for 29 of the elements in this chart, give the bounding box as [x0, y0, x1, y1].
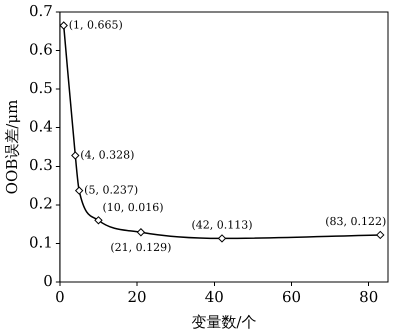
y-axis-title: OOB误差/μm [2, 100, 21, 194]
annotation: (5, 0.237) [84, 183, 138, 196]
x-tick-label: 40 [204, 288, 224, 306]
y-tick-label: 0.7 [28, 2, 53, 20]
annotation: (10, 0.016) [102, 201, 164, 214]
point [60, 22, 68, 30]
y-tick-label: 0 [43, 272, 53, 290]
point [94, 216, 102, 224]
point [136, 228, 145, 236]
y-tick-label: 0.1 [28, 233, 53, 252]
point [75, 186, 84, 195]
annotation: (1, 0.665) [68, 18, 123, 32]
annotation: (4, 0.328) [80, 148, 134, 162]
annotation: (21, 0.129) [110, 241, 172, 254]
point [376, 230, 384, 239]
y-tick-label: 0.6 [28, 40, 53, 58]
annotation: (83, 0.122) [325, 214, 386, 228]
x-tick-label: 0 [55, 288, 65, 306]
x-tick-label: 20 [128, 288, 147, 306]
x-axis-title: 变量数/个 [191, 312, 256, 331]
y-tick-label: 0.4 [28, 118, 53, 136]
x-tick-label: 60 [282, 288, 302, 306]
y-tick-label: 0.5 [28, 79, 53, 98]
annotation: (42, 0.113) [191, 218, 253, 232]
point [218, 234, 226, 242]
y-tick-label: 0.3 [28, 156, 53, 174]
point [71, 151, 80, 160]
y-tick-label: 0.2 [28, 194, 53, 213]
x-tick-label: 80 [359, 288, 378, 306]
